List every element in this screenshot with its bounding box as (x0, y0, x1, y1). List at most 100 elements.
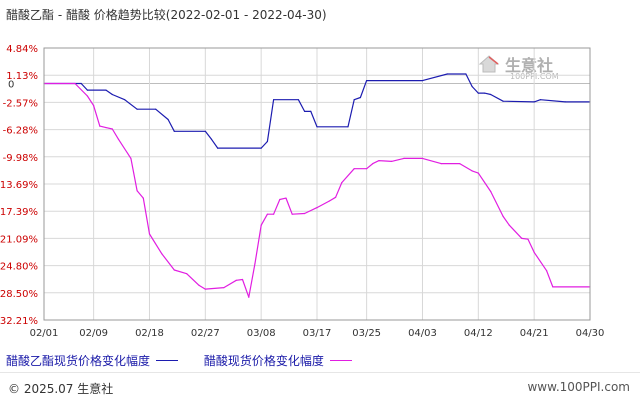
footer: © 2025.07 生意社 www.100PPI.com (0, 372, 640, 401)
series-1-point (105, 89, 107, 91)
series-2-point (198, 284, 200, 286)
x-tick-label: 02/27 (191, 328, 220, 339)
series-2-point (254, 262, 256, 264)
series-2-point (304, 212, 306, 215)
x-tick-label: 02/09 (79, 328, 108, 339)
series-2-point (440, 163, 442, 165)
legend-item-ethyl-acetate: 醋酸乙酯现货价格变化幅度 (6, 352, 179, 369)
series-2-point (527, 238, 529, 240)
legend-swatch (156, 360, 179, 361)
x-tick-label: 03/25 (352, 328, 381, 339)
series-2-point (279, 198, 281, 201)
x-tick-label: 02/01 (30, 328, 59, 339)
series-2-point (508, 224, 510, 226)
chart-legend: 醋酸乙酯现货价格变化幅度 醋酸现货价格变化幅度 (6, 352, 374, 369)
series-1-point (359, 96, 361, 99)
series-1-point (304, 110, 306, 112)
series-2-point (241, 278, 244, 281)
series-1-point (155, 108, 157, 110)
series-2-point (161, 253, 163, 255)
series-2-point (316, 207, 318, 209)
site-link[interactable]: www.100PPI.com (527, 380, 630, 394)
watermark-house-icon (478, 55, 500, 73)
series-line-1 (44, 73, 590, 149)
series-1-point (167, 118, 169, 121)
series-1-point (136, 108, 138, 110)
x-tick-label: 03/08 (247, 328, 276, 339)
y-tick-label: -21.09% (0, 234, 38, 245)
series-2-point (235, 279, 237, 281)
x-tick-label: 04/21 (520, 328, 549, 339)
series-1-point (347, 126, 349, 128)
y-tick-label: -24.80% (0, 262, 38, 273)
series-2-point (130, 157, 132, 159)
series-2-point (285, 197, 287, 199)
series-2-point (111, 128, 113, 130)
x-axis-ticks: 02/01 02/09 02/18 02/27 03/08 03/17 03/25 04/03… (30, 328, 605, 339)
legend-label: 醋酸乙酯现货价格变化幅度 (6, 354, 151, 368)
series-2-point (372, 163, 374, 165)
series-2-point (173, 269, 175, 271)
y-tick-label: -9.98% (3, 153, 38, 164)
series-1-point (539, 99, 542, 101)
series-1-point (564, 101, 566, 103)
series-2-point (459, 163, 461, 165)
series-1-point (266, 140, 268, 143)
series-1-point (173, 130, 175, 132)
legend-swatch (329, 360, 352, 361)
series-2-point (86, 95, 88, 97)
series-1-point (124, 99, 126, 101)
watermark-name: 生意社 (505, 56, 554, 75)
y-tick-label: -13.69% (0, 180, 38, 191)
series-2-point (260, 224, 262, 226)
series-1-point (273, 99, 275, 101)
series-2-point (341, 182, 343, 184)
series-1-point (353, 99, 355, 101)
legend-item-acetic-acid: 醋酸现货价格变化幅度 (204, 352, 352, 369)
series-2-point (223, 287, 225, 289)
series-2-point (335, 196, 337, 198)
series-2-point (471, 170, 473, 172)
series-1-point (86, 89, 88, 91)
series-2-point (353, 168, 355, 170)
series-2-point (291, 213, 293, 215)
y-tick-label: -28.50% (0, 289, 38, 300)
copyright-text: © 2025.07 生意社 (8, 382, 114, 396)
series-2-point (378, 160, 380, 162)
y-axis-ticks: 4.84% 1.13% -2.57% -6.28% -9.98% -13.69% -17.3… (0, 44, 38, 327)
y-tick-label: 1.13% (6, 71, 38, 82)
series-2-point (328, 200, 330, 202)
x-tick-label: 03/17 (303, 328, 332, 339)
series-2-point (142, 197, 144, 199)
series-2-point (248, 296, 250, 298)
series-2-point (502, 215, 504, 217)
chart-series (43, 73, 591, 298)
series-1-point (502, 100, 504, 102)
series-2-point (93, 105, 95, 107)
series-1-point (217, 147, 219, 149)
legend-label: 醋酸现货价格变化幅度 (203, 354, 324, 368)
x-tick-label: 04/03 (408, 328, 437, 339)
series-2-point (403, 157, 405, 159)
series-1-point (210, 138, 213, 140)
series-2-point (490, 190, 492, 193)
series-1-point (204, 130, 206, 132)
x-tick-label: 04/30 (576, 328, 605, 339)
series-2-point (366, 168, 368, 170)
series-2-point (186, 273, 188, 275)
series-1-point (111, 93, 113, 96)
series-2-point (136, 190, 138, 192)
series-1-point (310, 110, 312, 112)
series-2-point (521, 237, 523, 239)
series-2-point (546, 270, 548, 272)
plot-area-frame (43, 47, 591, 321)
series-1-point (366, 80, 368, 82)
zero-label: 0 (8, 80, 14, 91)
series-1-point (446, 73, 448, 75)
series-1-point (477, 92, 479, 94)
chart-title: 醋酸乙酯 - 醋酸 价格趋势比较(2022-02-01 - 2022-04-30… (6, 8, 327, 22)
series-1-point (533, 101, 535, 103)
series-2-point (266, 213, 268, 215)
series-2-point (148, 233, 151, 235)
